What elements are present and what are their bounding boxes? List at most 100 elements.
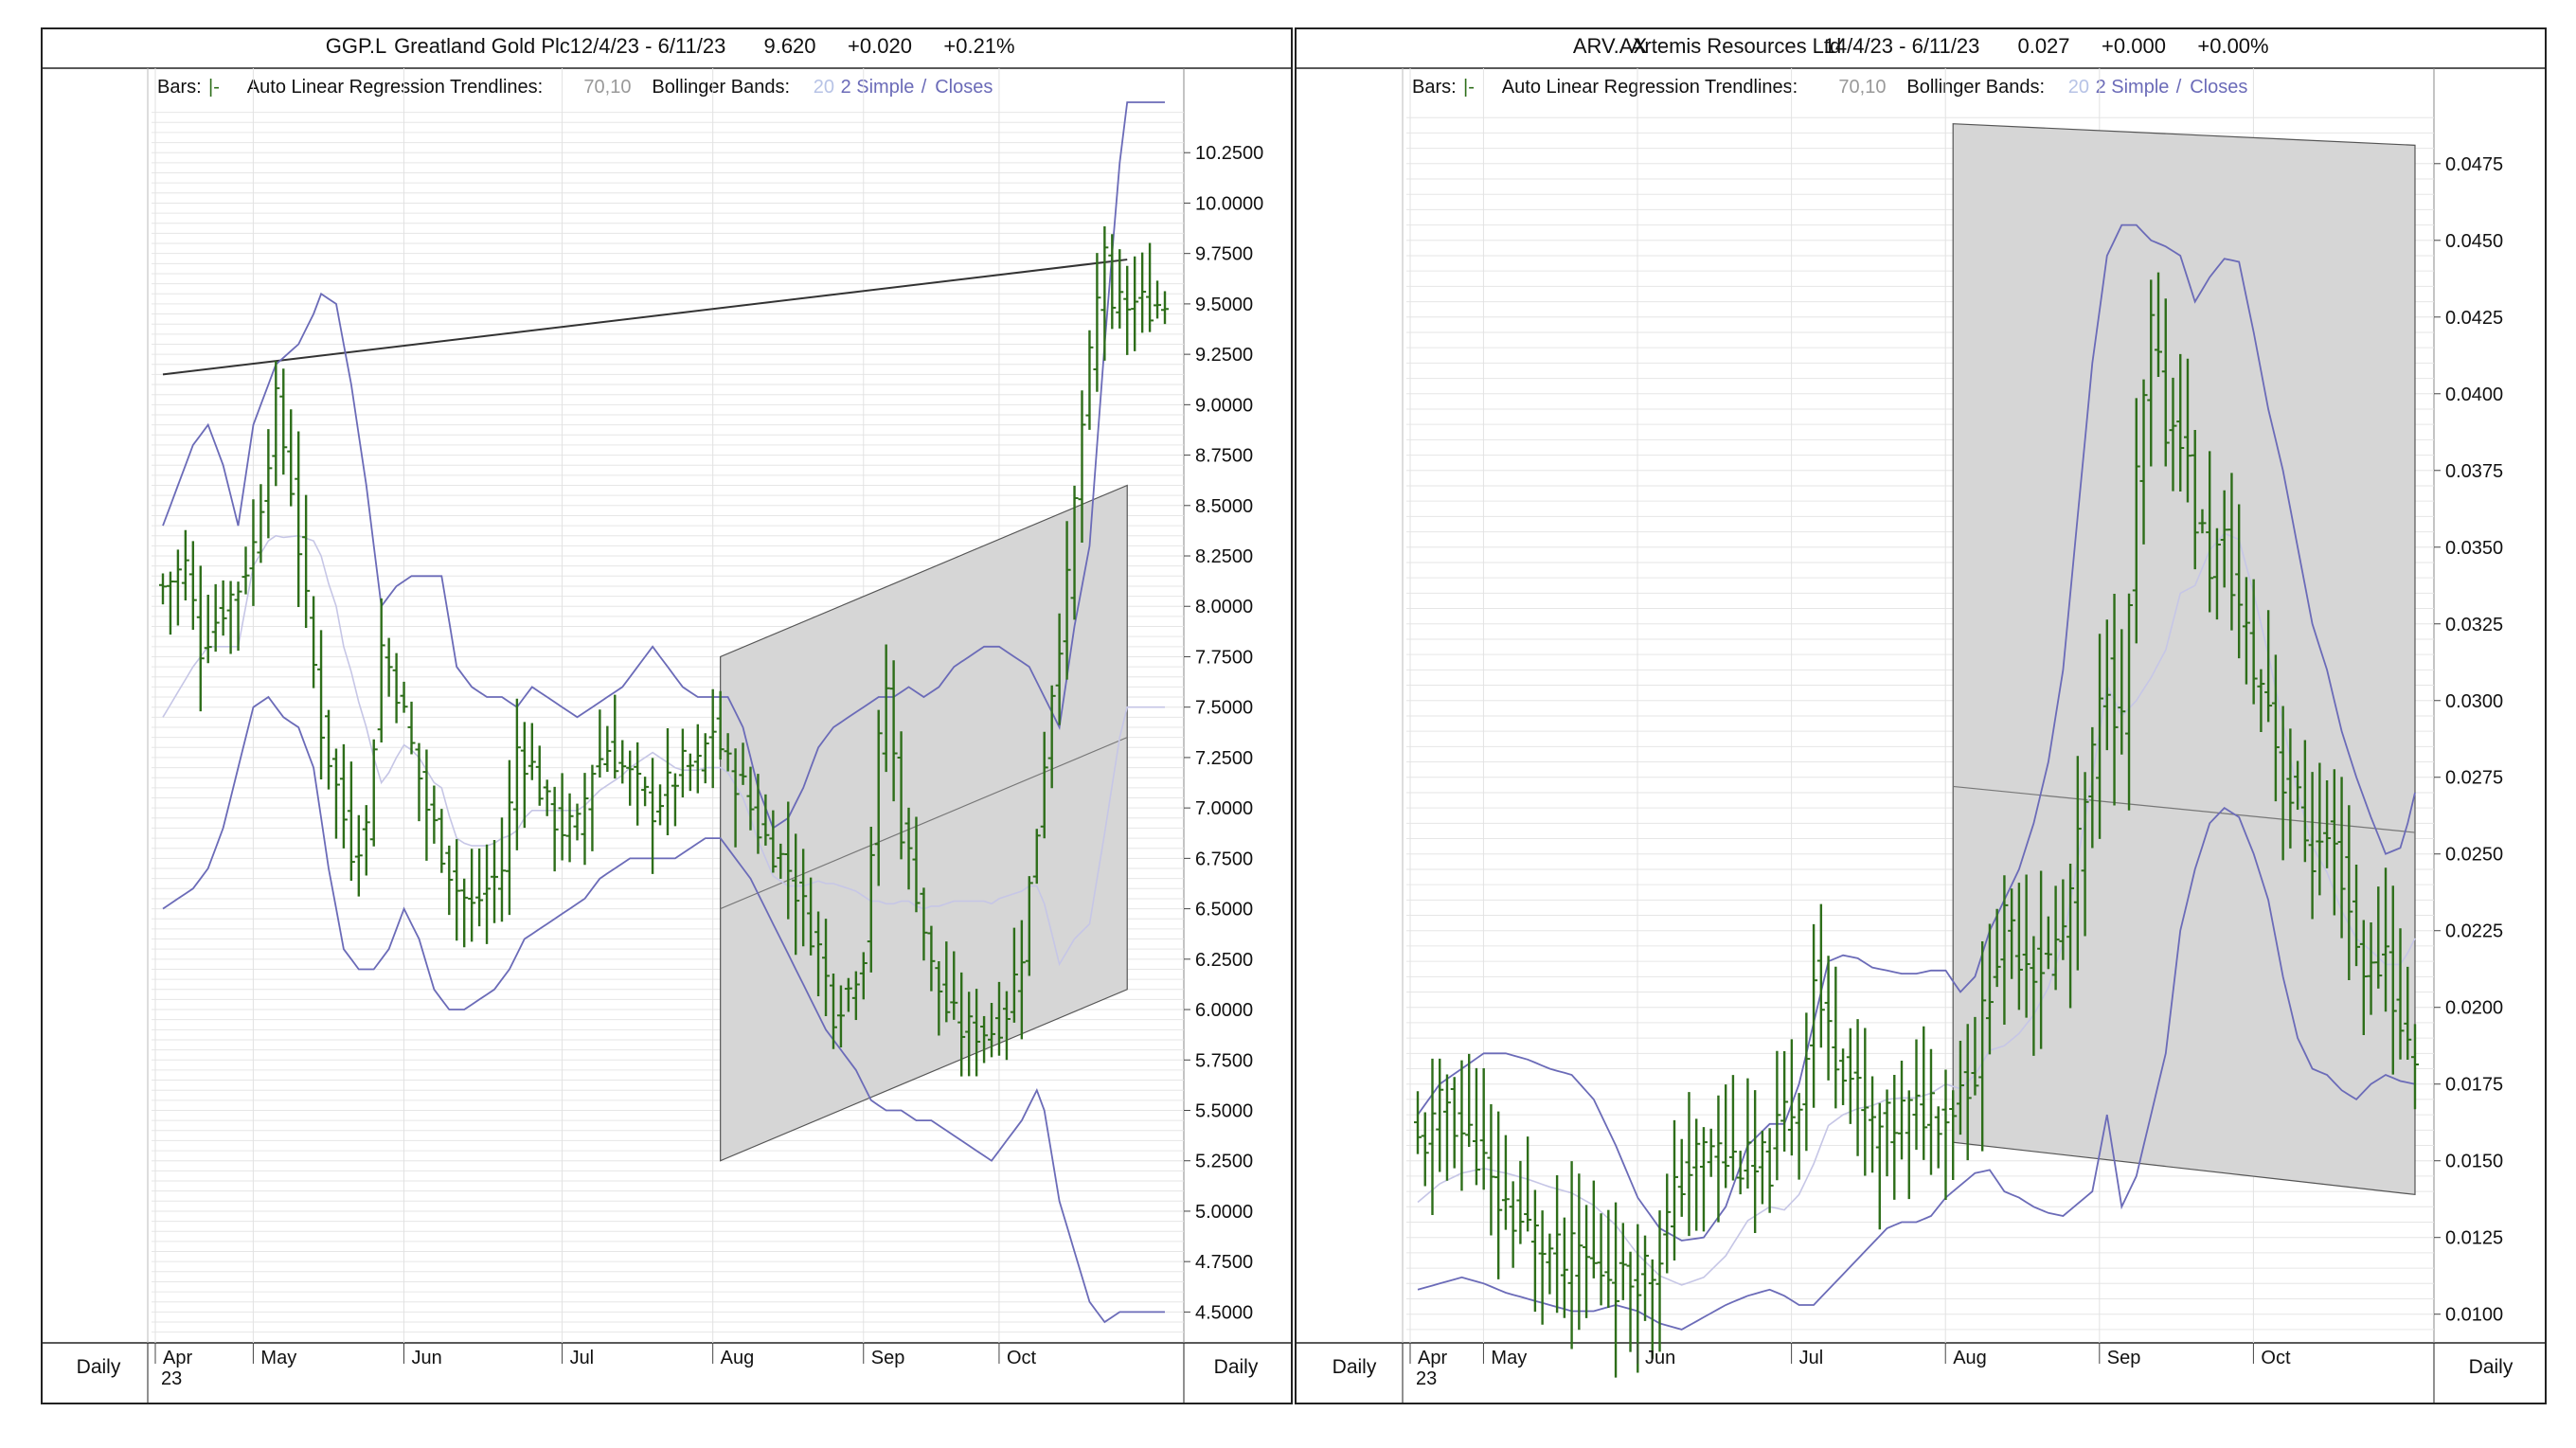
price-bar <box>226 581 235 654</box>
price-bar <box>973 989 981 1077</box>
price-bar <box>295 431 303 608</box>
price-bar <box>807 877 815 956</box>
price-bar <box>362 805 370 876</box>
price-bar <box>618 740 627 784</box>
y-tick-label: 9.5000 <box>1195 295 1253 315</box>
price-bar <box>415 742 423 822</box>
x-tick-label: Jul <box>1799 1348 1824 1368</box>
price-bar <box>1956 1041 1964 1135</box>
price-bar <box>1832 966 1840 1109</box>
bollinger-params: 2 Simple <box>841 77 915 98</box>
bollinger-separator: / <box>2176 77 2182 98</box>
price-bar <box>1047 685 1056 789</box>
x-tick-label: May <box>1491 1348 1527 1368</box>
y-tick-label: 7.5000 <box>1195 698 1253 719</box>
x-tick-label: Jun <box>412 1348 442 1368</box>
price-bar <box>1161 291 1169 325</box>
price-bar <box>701 733 709 784</box>
y-tick-label: 6.5000 <box>1195 900 1253 921</box>
x-tick-label: Oct <box>2261 1348 2291 1368</box>
price-bar <box>2000 875 2009 1025</box>
price-bar <box>2073 756 2082 971</box>
price-bar <box>491 839 499 923</box>
price-bar <box>453 839 461 941</box>
price-bar <box>2066 864 2075 1009</box>
price-bar <box>731 748 740 848</box>
price-change-pct: +0.21% <box>943 34 1014 58</box>
price-bar <box>1025 876 1033 976</box>
price-bar <box>874 709 883 886</box>
price-bar <box>302 494 311 628</box>
price-bar <box>656 784 665 826</box>
price-bar <box>1442 1074 1451 1181</box>
price-bar <box>1993 908 2001 988</box>
price-bar <box>1883 1089 1891 1177</box>
y-tick-label: 9.0000 <box>1195 395 1253 416</box>
x-tick-label: Apr <box>1418 1348 1447 1368</box>
price-bar <box>497 817 506 922</box>
price-bar <box>1861 1028 1869 1176</box>
price-bar <box>2118 629 2126 755</box>
price-bar <box>708 688 717 789</box>
price-bar <box>1002 991 1011 1061</box>
price-bar <box>310 596 318 688</box>
y-tick-label: 5.0000 <box>1195 1202 1253 1223</box>
y-tick-label: 10.2500 <box>1195 143 1263 164</box>
y-tick-label: 0.0225 <box>2445 921 2503 942</box>
x-tick-label: Oct <box>1007 1348 1037 1368</box>
price-bar <box>1100 226 1109 361</box>
price-bar <box>1795 1093 1803 1180</box>
price-bar <box>512 698 521 850</box>
price-bar <box>1487 1103 1495 1236</box>
price-bar <box>686 753 694 792</box>
price-bar <box>468 849 476 942</box>
bollinger-params: 2 Simple <box>2096 77 2170 98</box>
price-bar <box>2316 762 2324 896</box>
price-bar <box>2404 966 2412 1061</box>
y-tick-label: 5.5000 <box>1195 1100 1253 1121</box>
price-bar <box>792 833 800 956</box>
price-bar <box>950 951 958 1020</box>
regression-params: 70,10 <box>1838 77 1886 98</box>
price-bar <box>2359 920 2368 1036</box>
price-bar <box>2323 779 2332 868</box>
price-bar <box>897 731 905 860</box>
price-bar <box>1685 1092 1693 1237</box>
price-bar <box>2227 473 2236 631</box>
price-bar <box>777 843 785 879</box>
x-tick-label: Aug <box>1953 1348 1987 1368</box>
regression-label: Auto Linear Regression Trendlines: <box>247 77 543 98</box>
price-bar <box>2279 706 2287 861</box>
price-bar <box>904 807 913 890</box>
price-bar <box>385 637 393 697</box>
bollinger-label: Bollinger Bands: <box>1906 77 2045 98</box>
price-bar <box>2374 886 2383 989</box>
price-bar <box>1516 1160 1525 1244</box>
price-bar <box>1612 1202 1620 1378</box>
interval-label-left: Daily <box>77 1356 121 1378</box>
x-tick-label: Sep <box>871 1348 905 1368</box>
price-bar <box>1138 252 1147 333</box>
price-bar <box>1722 1084 1730 1189</box>
price-bar <box>445 845 454 916</box>
price-bar <box>264 429 273 539</box>
bollinger-lower-band <box>162 695 1165 1324</box>
price-bar <box>822 919 831 1016</box>
price-bar <box>543 779 551 816</box>
price-bar <box>272 361 280 487</box>
price-bar <box>196 565 205 712</box>
price-bar <box>678 728 687 797</box>
price-bar <box>1816 903 1825 1048</box>
price-bar <box>1546 1233 1554 1295</box>
price-bar <box>1890 1074 1899 1200</box>
price-bars <box>1414 272 2419 1378</box>
price-bar <box>2242 577 2250 685</box>
price-bar <box>377 598 385 743</box>
price-bar <box>2059 879 2067 960</box>
y-tick-label: 0.0475 <box>2445 154 2503 175</box>
price-bar <box>2264 610 2273 723</box>
symbol-label: GGP.L <box>326 34 386 58</box>
price-bar <box>2249 579 2258 705</box>
price-bar <box>558 773 566 861</box>
